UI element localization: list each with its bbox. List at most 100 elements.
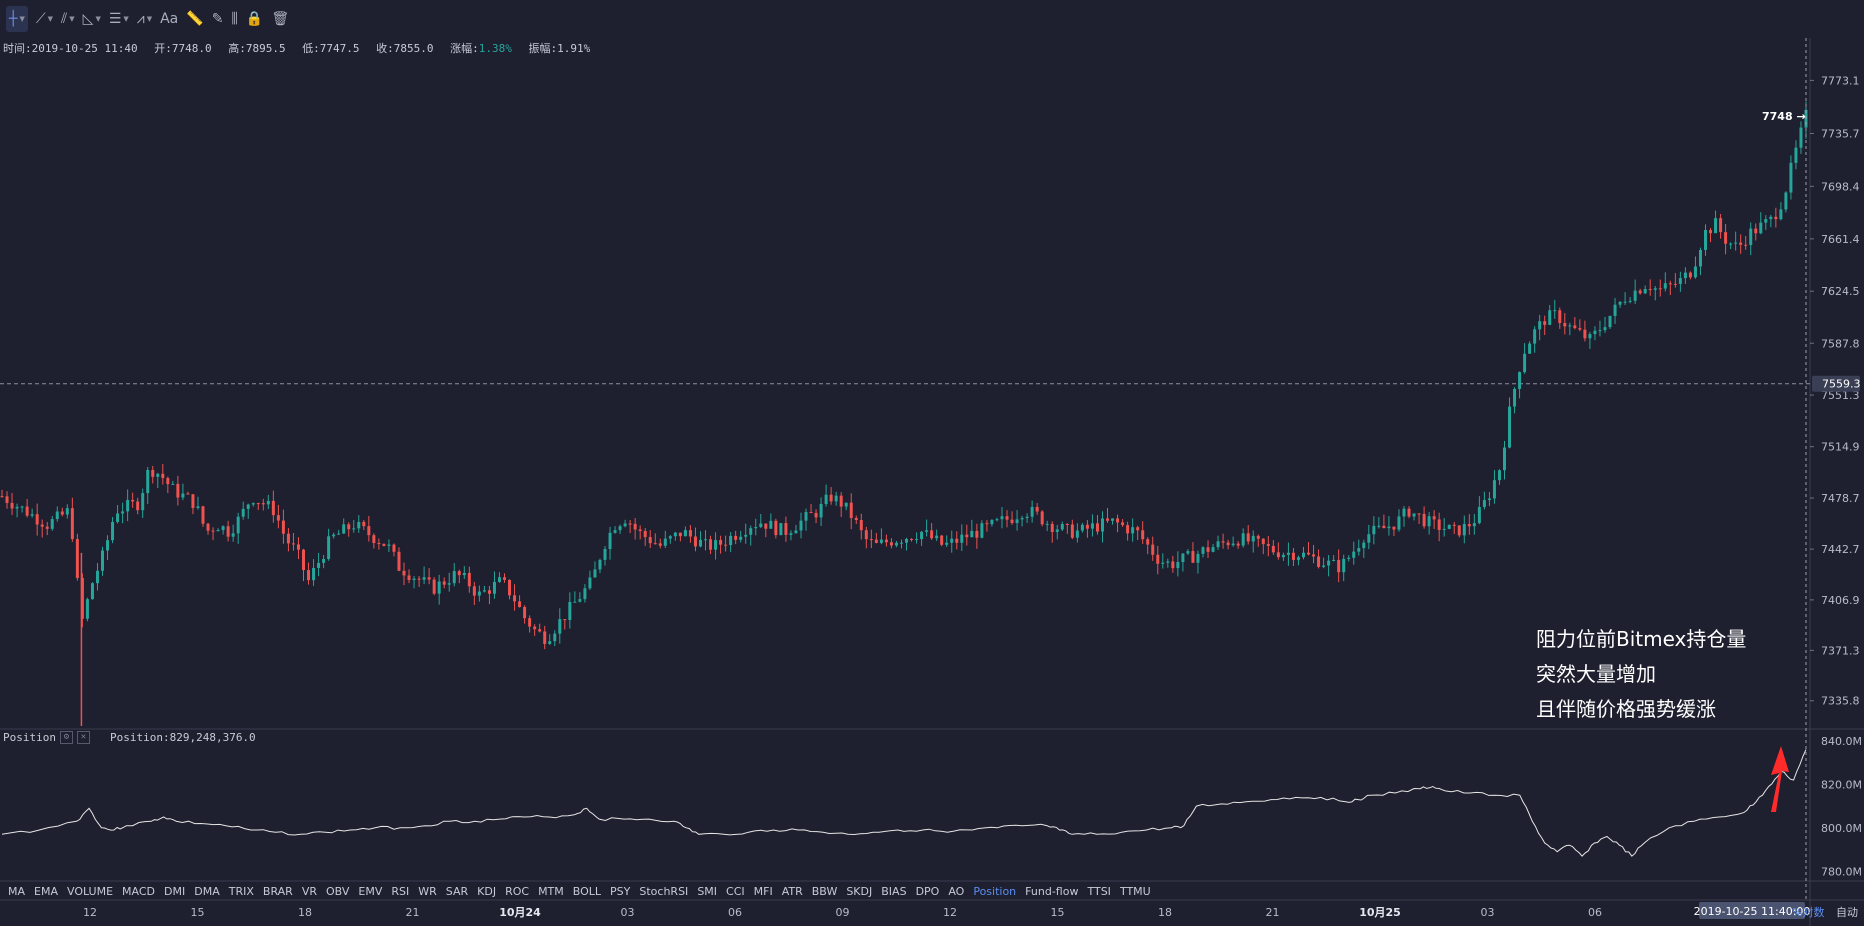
candle-body[interactable] [20, 506, 24, 508]
candle-body[interactable] [729, 535, 733, 546]
candle-body[interactable] [1322, 565, 1326, 567]
indicator-tab-bias[interactable]: BIAS [881, 884, 907, 898]
candle-body[interactable] [1136, 527, 1140, 531]
candle-body[interactable] [1241, 533, 1245, 546]
candle-body[interactable] [1402, 508, 1406, 517]
candle-body[interactable] [432, 579, 436, 594]
candle-body[interactable] [1502, 447, 1506, 471]
candle-body[interactable] [1367, 534, 1371, 543]
candle-body[interactable] [25, 506, 29, 516]
candle-body[interactable] [1427, 516, 1431, 527]
candle-body[interactable] [1407, 508, 1411, 517]
indicator-tab-kdj[interactable]: KDJ [477, 884, 497, 898]
candle-body[interactable] [181, 493, 185, 498]
indicator-tab-dpo[interactable]: DPO [915, 884, 940, 898]
candle-body[interactable] [246, 504, 250, 509]
candle-body[interactable] [1442, 528, 1446, 530]
candle-body[interactable] [452, 571, 456, 584]
candle-body[interactable] [1352, 551, 1356, 558]
candle-body[interactable] [40, 524, 44, 527]
candle-body[interactable] [839, 495, 843, 507]
candle-body[interactable] [1513, 388, 1517, 407]
candle-body[interactable] [1754, 228, 1758, 234]
candle-body[interactable] [65, 508, 69, 515]
candle-body[interactable] [372, 535, 376, 544]
candle-body[interactable] [45, 526, 49, 529]
candle-body[interactable] [1226, 542, 1230, 546]
candle-body[interactable] [618, 526, 622, 531]
candle-body[interactable] [1553, 310, 1557, 312]
candle-body[interactable] [1055, 529, 1059, 532]
candle-body[interactable] [161, 473, 165, 478]
candle-body[interactable] [281, 520, 285, 534]
candle-body[interactable] [211, 530, 215, 532]
candle-body[interactable] [1573, 325, 1577, 329]
candle-body[interactable] [286, 533, 290, 544]
auto-scale-button[interactable]: 自动 [1836, 906, 1858, 919]
candle-body[interactable] [523, 607, 527, 619]
indicator-tab-ttmu[interactable]: TTMU [1119, 884, 1151, 898]
candle-body[interactable] [965, 534, 969, 538]
candle-body[interactable] [1332, 559, 1336, 561]
indicator-tab-fund-flow[interactable]: Fund-flow [1025, 884, 1079, 898]
candle-body[interactable] [789, 533, 793, 535]
candle-body[interactable] [417, 578, 421, 580]
candle-body[interactable] [864, 530, 868, 540]
candle-body[interactable] [583, 588, 587, 600]
candle-body[interactable] [60, 511, 64, 515]
candle-body[interactable] [1266, 544, 1270, 546]
candle-body[interactable] [90, 583, 94, 600]
candle-body[interactable] [1121, 522, 1125, 526]
candle-body[interactable] [1075, 530, 1079, 538]
candle-body[interactable] [1683, 272, 1687, 279]
candle-body[interactable] [1151, 544, 1155, 555]
percent-scale-button[interactable]: % [1792, 906, 1803, 919]
candle-body[interactable] [638, 529, 642, 531]
candle-body[interactable] [1588, 334, 1592, 339]
candle-body[interactable] [829, 494, 833, 502]
candle-body[interactable] [945, 542, 949, 545]
candle-body[interactable] [101, 550, 105, 571]
candle-body[interactable] [1131, 527, 1135, 534]
candle-body[interactable] [1608, 315, 1612, 328]
candle-body[interactable] [985, 523, 989, 525]
candle-body[interactable] [1347, 557, 1351, 559]
candle-body[interactable] [543, 631, 547, 644]
candle-body[interactable] [1462, 524, 1466, 536]
candle-body[interactable] [1633, 290, 1637, 301]
candle-body[interactable] [1065, 524, 1069, 526]
candle-body[interactable] [764, 523, 768, 529]
candle-body[interactable] [327, 536, 331, 560]
candle-body[interactable] [322, 559, 326, 563]
indicator-tab-smi[interactable]: SMI [697, 884, 718, 898]
candle-body[interactable] [482, 590, 486, 592]
chevron-down-icon[interactable]: ▼ [95, 15, 101, 23]
candle-body[interactable] [935, 535, 939, 539]
candle-body[interactable] [623, 523, 627, 527]
chevron-down-icon[interactable]: ▼ [19, 15, 25, 23]
candle-body[interactable] [1568, 325, 1572, 327]
candle-body[interactable] [1734, 242, 1738, 244]
candle-body[interactable] [824, 494, 828, 504]
candle-body[interactable] [1558, 310, 1562, 324]
candle-body[interactable] [1005, 516, 1009, 520]
candle-body[interactable] [1296, 557, 1300, 560]
candle-body[interactable] [673, 532, 677, 537]
candle-body[interactable] [477, 591, 481, 596]
candle-body[interactable] [1618, 301, 1622, 305]
candle-body[interactable] [975, 530, 979, 538]
candle-body[interactable] [291, 543, 295, 545]
candle-body[interactable] [261, 503, 265, 505]
candle-body[interactable] [910, 538, 914, 540]
crosshair-tool[interactable]: ┼ ▼ [6, 6, 28, 32]
candle-body[interactable] [608, 532, 612, 549]
candle-body[interactable] [804, 512, 808, 521]
candle-body[interactable] [1271, 545, 1275, 553]
candle-body[interactable] [648, 537, 652, 544]
candle-body[interactable] [1799, 127, 1803, 148]
indicator-tab-volume[interactable]: VOLUME [66, 884, 114, 898]
candle-body[interactable] [5, 496, 9, 503]
candle-body[interactable] [1739, 242, 1743, 245]
candle-body[interactable] [80, 577, 84, 619]
candle-body[interactable] [422, 577, 426, 580]
